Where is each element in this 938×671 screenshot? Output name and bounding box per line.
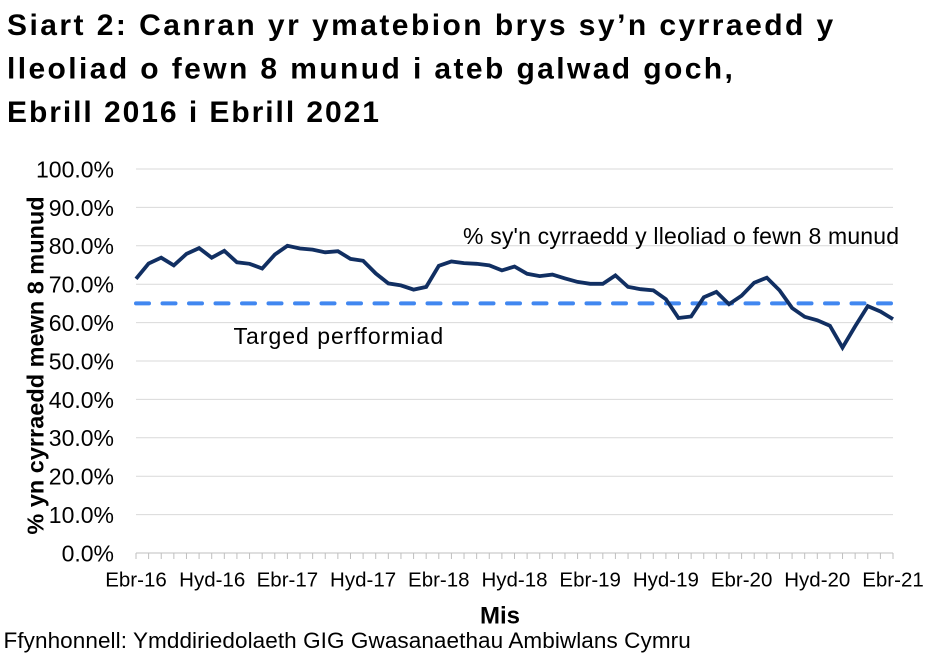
svg-text:Hyd-16: Hyd-16 bbox=[179, 569, 245, 592]
svg-text:Ebr-16: Ebr-16 bbox=[105, 569, 167, 592]
svg-text:Hyd-20: Hyd-20 bbox=[784, 569, 850, 592]
svg-text:90.0%: 90.0% bbox=[49, 195, 114, 221]
svg-text:50.0%: 50.0% bbox=[49, 348, 114, 374]
svg-text:70.0%: 70.0% bbox=[49, 272, 114, 298]
svg-text:Ebr-20: Ebr-20 bbox=[711, 569, 773, 592]
svg-text:Ebr-21: Ebr-21 bbox=[862, 569, 924, 592]
svg-text:Siart 2: Canran yr ymatebion b: Siart 2: Canran yr ymatebion brys sy’n c… bbox=[7, 9, 836, 42]
svg-text:% sy'n cyrraedd y lleoliad o f: % sy'n cyrraedd y lleoliad o fewn 8 munu… bbox=[463, 223, 899, 249]
svg-text:30.0%: 30.0% bbox=[49, 425, 114, 451]
svg-text:Ebrill 2016 i Ebrill 2021: Ebrill 2016 i Ebrill 2021 bbox=[7, 96, 381, 129]
svg-text:Ffynhonnell: Ymddiriedolaeth G: Ffynhonnell: Ymddiriedolaeth GIG Gwasana… bbox=[4, 628, 691, 653]
svg-text:Mis: Mis bbox=[480, 603, 520, 630]
svg-text:100.0%: 100.0% bbox=[36, 156, 114, 182]
svg-text:% yn cyrraedd mewn 8 munud: % yn cyrraedd mewn 8 munud bbox=[23, 196, 49, 534]
svg-text:20.0%: 20.0% bbox=[49, 464, 114, 490]
svg-text:40.0%: 40.0% bbox=[49, 387, 114, 413]
svg-text:Ebr-18: Ebr-18 bbox=[408, 569, 470, 592]
svg-text:Hyd-18: Hyd-18 bbox=[481, 569, 547, 592]
svg-text:Hyd-19: Hyd-19 bbox=[633, 569, 699, 592]
svg-text:Hyd-17: Hyd-17 bbox=[330, 569, 396, 592]
svg-text:Targed perfformiad: Targed perfformiad bbox=[234, 323, 445, 349]
svg-text:0.0%: 0.0% bbox=[62, 540, 114, 566]
svg-text:60.0%: 60.0% bbox=[49, 310, 114, 336]
svg-text:Ebr-17: Ebr-17 bbox=[257, 569, 319, 592]
svg-text:Ebr-19: Ebr-19 bbox=[559, 569, 621, 592]
svg-text:lleoliad o fewn 8 munud i ateb: lleoliad o fewn 8 munud i ateb galwad go… bbox=[7, 53, 735, 86]
svg-text:80.0%: 80.0% bbox=[49, 233, 114, 259]
svg-text:10.0%: 10.0% bbox=[49, 502, 114, 528]
